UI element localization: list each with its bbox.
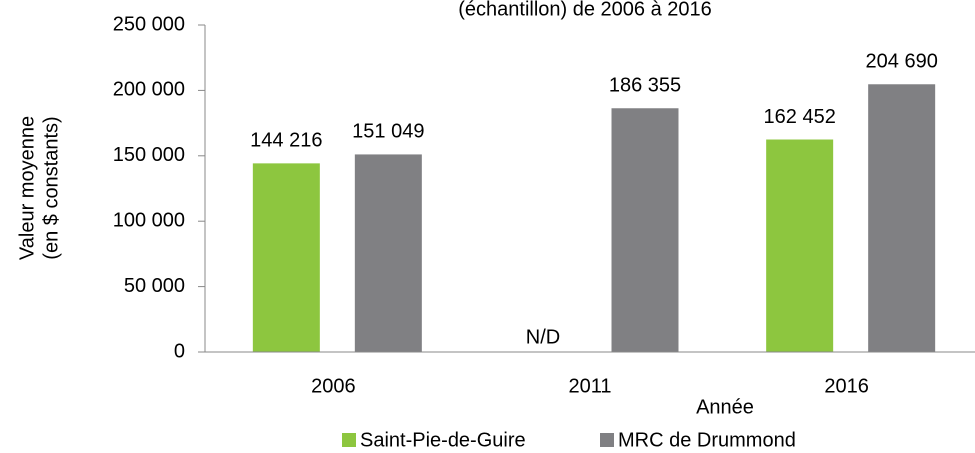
x-axis-label: Année: [696, 396, 754, 418]
legend-label: Saint-Pie-de-Guire: [360, 429, 526, 451]
legend-swatch: [600, 433, 614, 447]
y-tick-label: 250 000: [113, 13, 185, 35]
data-label: 151 049: [352, 121, 424, 143]
y-tick-label: 0: [174, 340, 185, 362]
y-axis-label-line: Valeur moyenne: [16, 116, 38, 260]
data-label: 204 690: [866, 51, 938, 73]
legend-swatch: [342, 433, 356, 447]
bar: [252, 163, 320, 352]
y-axis-label: Valeur moyenne (en $ constants): [16, 116, 62, 260]
bar: [354, 154, 422, 352]
y-tick-label: 50 000: [124, 275, 185, 297]
x-tick-label: 2011: [568, 375, 611, 397]
x-tick-label: 2016: [824, 375, 869, 397]
data-label: N/D: [526, 326, 560, 348]
bar: [766, 139, 834, 352]
y-tick-label: 200 000: [113, 79, 185, 101]
y-tick-label: 100 000: [113, 209, 185, 231]
chart-title: (échantillon) de 2006 à 2016: [458, 0, 712, 20]
y-axis-label-line: (en $ constants): [40, 116, 62, 259]
bar: [868, 84, 936, 353]
y-tick-label: 150 000: [113, 144, 185, 166]
legend-label: MRC de Drummond: [618, 429, 796, 451]
data-label: 186 355: [609, 75, 681, 97]
data-label: 162 452: [764, 106, 836, 128]
x-tick-label: 2006: [311, 375, 356, 397]
bar: [611, 108, 679, 353]
data-label: 144 216: [250, 130, 322, 152]
